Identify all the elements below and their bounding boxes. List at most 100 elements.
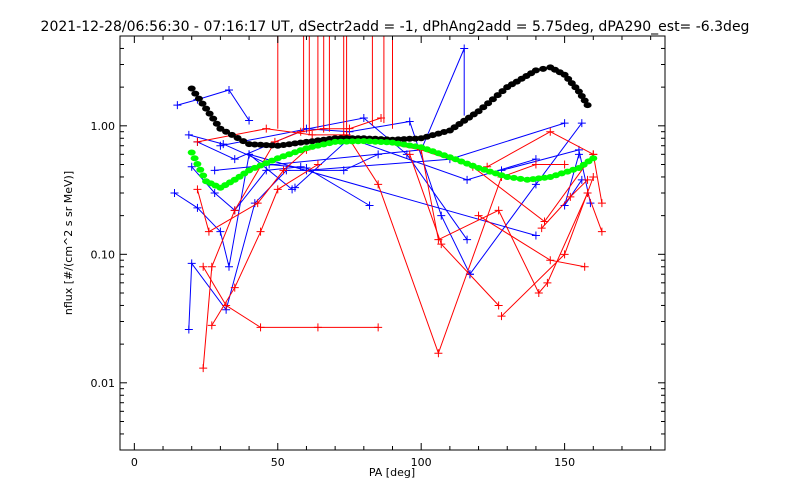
green-fit-dot <box>187 149 196 156</box>
black-fit-dot <box>411 135 420 142</box>
black-fit-dot <box>531 67 540 74</box>
green-fit-dot <box>371 138 380 145</box>
red-series-22 <box>474 211 589 271</box>
black-fit-dot <box>268 142 276 149</box>
black-fit-dot <box>198 100 207 107</box>
blue-series-0 <box>173 85 254 125</box>
blue-plus-marker <box>437 211 446 220</box>
black-fit-dot <box>574 88 583 95</box>
red-data-line <box>486 131 603 204</box>
red-plus-marker <box>434 349 443 358</box>
red-series-17 <box>199 262 383 332</box>
green-fit-dot <box>516 175 525 182</box>
blue-data-line <box>174 153 293 267</box>
black-fit-dot <box>577 93 586 99</box>
red-plus-marker <box>230 283 239 292</box>
black-fit-dot <box>498 88 507 95</box>
green-fit-dot <box>199 172 208 179</box>
red-plus-marker <box>313 160 322 169</box>
black-fit-dot <box>191 90 200 97</box>
red-plus-marker <box>230 206 239 215</box>
red-plus-marker <box>546 127 555 136</box>
red-plus-marker <box>497 312 506 321</box>
black-fit-dot <box>202 105 211 112</box>
red-plus-marker <box>222 301 231 310</box>
red-plus-marker <box>534 288 543 297</box>
blue-plus-marker <box>225 262 233 271</box>
red-plus-marker <box>597 199 606 208</box>
blue-plus-marker <box>365 201 374 210</box>
black-fit-dot <box>488 96 497 103</box>
black-fit-dot <box>239 138 248 145</box>
red-plus-marker <box>193 137 202 146</box>
blue-plus-marker <box>577 119 586 128</box>
blue-plus-marker <box>187 162 196 171</box>
black-fit-dot <box>479 104 488 111</box>
red-plus-marker <box>560 250 569 259</box>
blue-plus-marker <box>560 119 569 128</box>
red-plus-marker <box>566 192 575 201</box>
black-fit-dot <box>227 131 236 138</box>
red-plus-marker <box>580 262 589 271</box>
blue-plus-marker <box>170 189 179 198</box>
red-plus-marker <box>207 262 216 271</box>
red-series-19 <box>193 124 606 297</box>
blue-plus-marker <box>245 116 254 125</box>
red-plus-marker <box>494 301 503 310</box>
black-fit-dot <box>233 135 242 141</box>
y-axis-label: nflux [#/(cm^2 s sr MeV)] <box>62 171 75 315</box>
green-fit-dot <box>348 138 357 145</box>
blue-plus-marker <box>531 180 540 189</box>
red-plus-marker <box>543 278 552 287</box>
red-plus-marker <box>199 262 208 271</box>
red-series-16 <box>207 160 322 330</box>
green-fit-dot <box>509 174 518 181</box>
green-series-38 <box>187 138 598 191</box>
red-plus-marker <box>597 227 606 236</box>
red-plus-marker <box>256 227 265 236</box>
blue-plus-marker <box>193 203 202 212</box>
blue-plus-marker <box>463 235 472 244</box>
blue-plus-marker <box>463 175 472 184</box>
x-tick-label: 50 <box>271 456 285 469</box>
black-fit-dot <box>256 141 265 148</box>
black-fit-dot <box>216 125 225 132</box>
red-plus-marker <box>437 240 446 249</box>
red-plus-marker <box>583 175 592 184</box>
red-plus-marker <box>531 160 540 169</box>
green-fit-dot <box>342 138 351 145</box>
black-fit-dot <box>205 110 214 117</box>
black-fit-dot <box>405 135 414 142</box>
red-plus-marker <box>273 185 282 194</box>
black-fit-dot <box>209 115 218 122</box>
red-plus-marker <box>253 199 262 208</box>
y-tick-label: 1.00 <box>91 120 116 133</box>
blue-plus-marker <box>216 141 225 150</box>
black-fit-dot <box>194 95 203 102</box>
green-fit-dot <box>193 161 202 167</box>
blue-plus-marker <box>296 162 305 171</box>
red-plus-marker <box>279 166 288 175</box>
black-fit-dot <box>400 136 408 143</box>
red-plus-marker <box>199 364 208 373</box>
green-fit-dot <box>589 155 598 162</box>
green-fit-dot <box>503 174 512 180</box>
data-layer <box>170 36 606 373</box>
green-fit-dot <box>190 155 199 162</box>
red-plus-marker <box>589 172 598 181</box>
blue-plus-marker <box>405 117 414 126</box>
black-fit-dot <box>187 85 196 92</box>
green-fit-dot <box>354 138 363 145</box>
black-fit-dot <box>580 97 589 104</box>
axes-layer: 0 50 100 150 0.01 0.10 1.00 <box>91 36 665 469</box>
red-plus-marker <box>537 224 546 233</box>
red-plus-marker <box>560 160 569 169</box>
red-plus-marker <box>374 323 383 332</box>
blue-plus-marker <box>184 325 193 334</box>
green-fit-dot <box>196 166 205 173</box>
blue-plus-marker <box>245 150 254 159</box>
y-tick-label: 0.10 <box>91 248 116 261</box>
x-tick-label: 150 <box>554 456 575 469</box>
red-plus-marker <box>494 206 503 215</box>
